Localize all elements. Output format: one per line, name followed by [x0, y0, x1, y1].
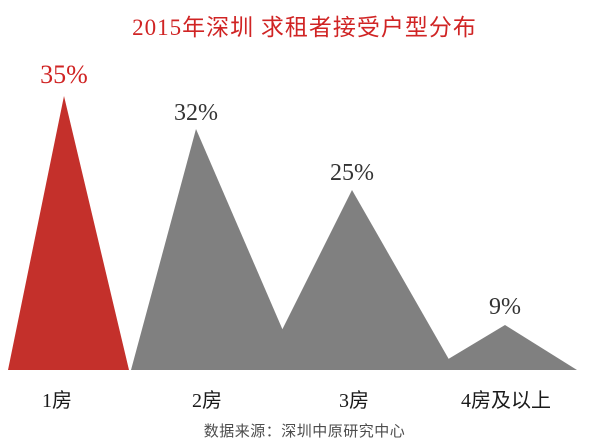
value-label-1房: 35%: [40, 60, 88, 89]
value-label-4房及以上: 9%: [489, 294, 521, 320]
peak-triangle-3房: [262, 190, 455, 370]
category-label-3房: 3房: [339, 390, 369, 412]
peak-triangle-1房: [8, 96, 129, 370]
value-label-3房: 25%: [330, 160, 374, 186]
category-label-4房及以上: 4房及以上: [461, 390, 551, 412]
data-source-note: 数据来源：深圳中原研究中心: [203, 424, 406, 440]
category-label-2房: 2房: [192, 390, 222, 412]
chart-title: 2015年深圳 求租者接受户型分布: [132, 15, 477, 40]
category-label-1房: 1房: [42, 390, 72, 412]
peak-triangle-2房: [131, 129, 300, 370]
value-label-2房: 32%: [174, 100, 218, 126]
peak-triangle-4房及以上: [430, 325, 577, 370]
